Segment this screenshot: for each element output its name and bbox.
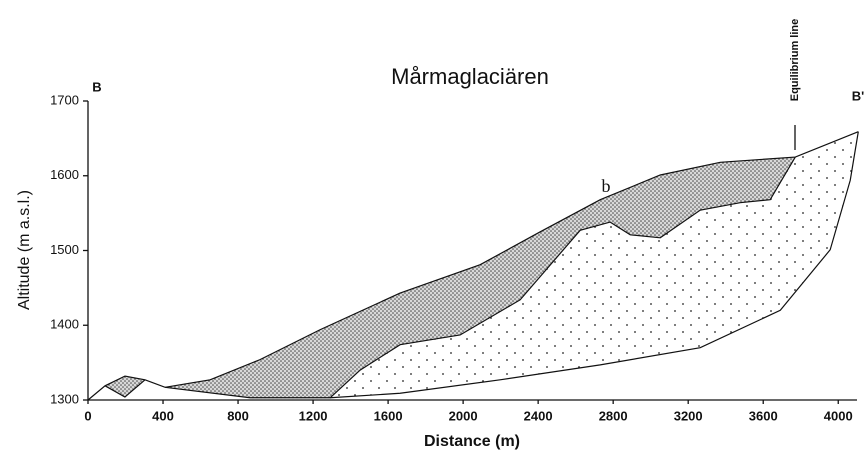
plot: 1300 1400 1500 1600 1700 0 400 800 1200 1600 2000 2… [50, 92, 858, 423]
y-tick-label: 1600 [50, 167, 79, 182]
label-end: B' [852, 88, 864, 103]
x-tick-label: 800 [227, 408, 249, 423]
x-axis-label: Distance (m) [424, 433, 520, 450]
profile-label: b [602, 176, 611, 196]
x-tick-label: 0 [84, 408, 91, 423]
x-tick-label: 2400 [524, 408, 553, 423]
x-tick-label: 400 [152, 408, 174, 423]
equilibrium-label: Equilibrium line [789, 19, 801, 102]
label-start: B [92, 79, 101, 94]
x-tick-label: 3600 [749, 408, 778, 423]
x-tick-label: 1200 [299, 408, 328, 423]
chart: Mårmaglaciären Altitude (m a.s.l.) Dista… [0, 0, 868, 455]
x-tick-label: 1600 [374, 408, 403, 423]
y-tick-label: 1500 [50, 242, 79, 257]
x-tick-label: 4000 [824, 408, 853, 423]
x-tick-label: 2000 [449, 408, 478, 423]
y-tick-label: 1400 [50, 317, 79, 332]
chart-title: Mårmaglaciären [391, 64, 549, 89]
y-axis-label: Altitude (m a.s.l.) [16, 190, 33, 310]
x-tick-label: 2800 [599, 408, 628, 423]
y-tick-label: 1700 [50, 92, 79, 107]
y-tick-label: 1300 [50, 391, 79, 406]
x-tick-label: 3200 [674, 408, 703, 423]
